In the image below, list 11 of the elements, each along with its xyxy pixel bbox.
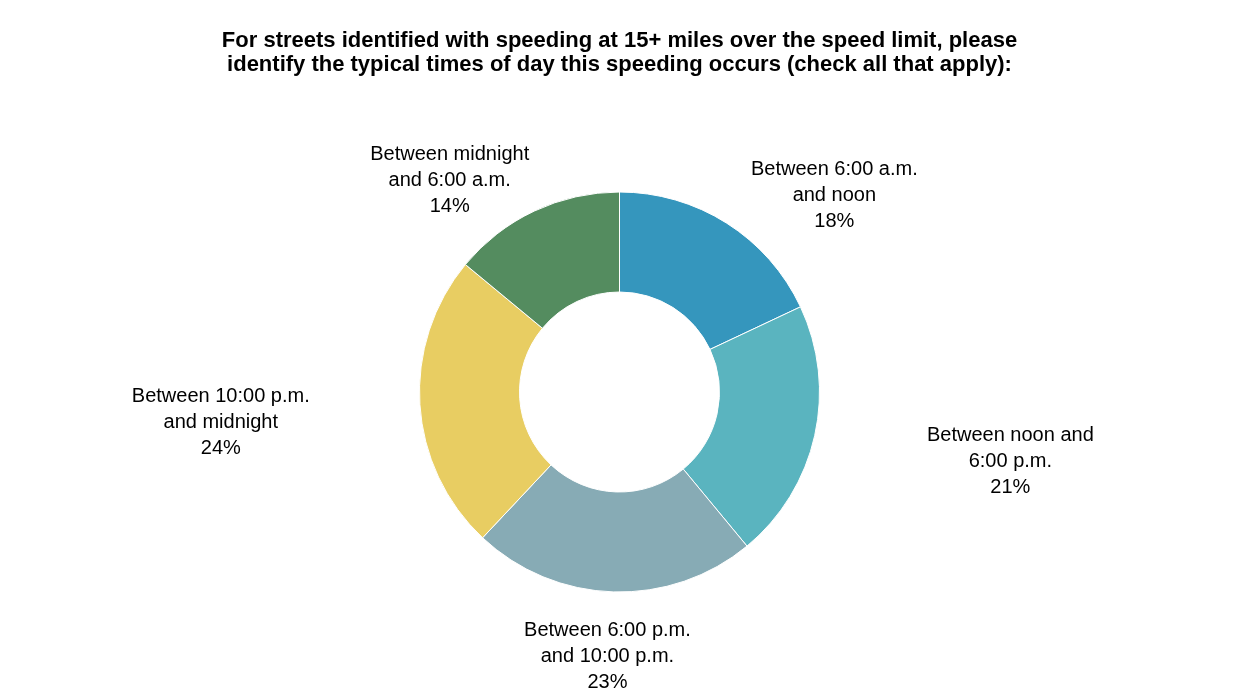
slice-label: Between noon and 6:00 p.m. <box>926 422 1094 471</box>
data-label: 14% <box>429 193 470 216</box>
data-label: 18% <box>814 208 855 231</box>
data-label: 23% <box>587 669 628 692</box>
slice-label: Between midnight and 6:00 a.m. <box>370 141 530 190</box>
chart-title: For streets identified with speeding at 15+ miles over the speed limit, please identify the typical times of day this speeding occurs (check all that apply): <box>221 27 1018 76</box>
slice-label: Between 6:00 a.m. and noon <box>750 156 918 205</box>
data-label: 21% <box>990 474 1031 497</box>
data-label: 24% <box>200 435 242 458</box>
slice-label: Between 10:00 p.m. and midnight <box>131 383 310 432</box>
slice-label: Between 6:00 p.m. and 10:00 p.m. <box>524 617 691 666</box>
